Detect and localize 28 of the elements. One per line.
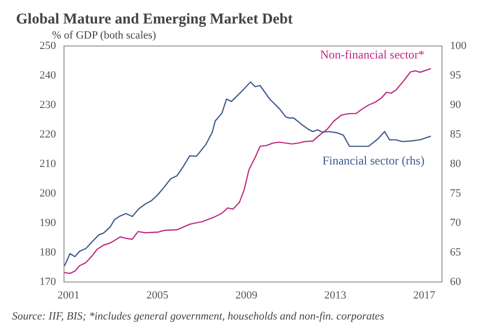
- y2-tick-label: 60: [450, 276, 462, 288]
- x-tick-label: 2013: [324, 290, 347, 302]
- y2-tick-label: 85: [450, 128, 462, 140]
- y2-tick-label: 70: [450, 217, 462, 229]
- y2-tick-label: 100: [450, 40, 467, 52]
- y-tick-label: 240: [40, 70, 56, 82]
- chart-subtitle: % of GDP (both scales): [52, 30, 156, 42]
- x-tick-label: 2001: [57, 290, 80, 302]
- y2-tick-label: 80: [450, 158, 462, 170]
- chart-title: Global Mature and Emerging Market Debt: [16, 12, 293, 28]
- y-tick-label: 190: [40, 217, 56, 229]
- y2-tick-label: 75: [450, 188, 462, 200]
- y-tick-label: 250: [40, 40, 56, 52]
- x-tick-label: 2005: [146, 290, 169, 302]
- y-tick-label: 210: [40, 158, 56, 170]
- y-tick-label: 170: [40, 276, 56, 288]
- y2-tick-label: 90: [450, 99, 462, 111]
- y-tick-label: 200: [40, 188, 56, 200]
- y-tick-label: 180: [40, 246, 56, 258]
- x-tick-label: 2017: [413, 290, 436, 302]
- x-tick-label: 2009: [235, 290, 258, 302]
- y2-tick-label: 65: [450, 246, 462, 258]
- source-note: Source: IIF, BIS; *includes general government, households and non-fin. corporates: [12, 310, 384, 322]
- series-label: Non-financial sector*: [320, 48, 424, 62]
- y2-tick-label: 95: [450, 70, 462, 82]
- series-label: Financial sector (rhs): [322, 153, 424, 168]
- y-tick-label: 230: [40, 99, 56, 111]
- y-tick-label: 220: [40, 128, 56, 140]
